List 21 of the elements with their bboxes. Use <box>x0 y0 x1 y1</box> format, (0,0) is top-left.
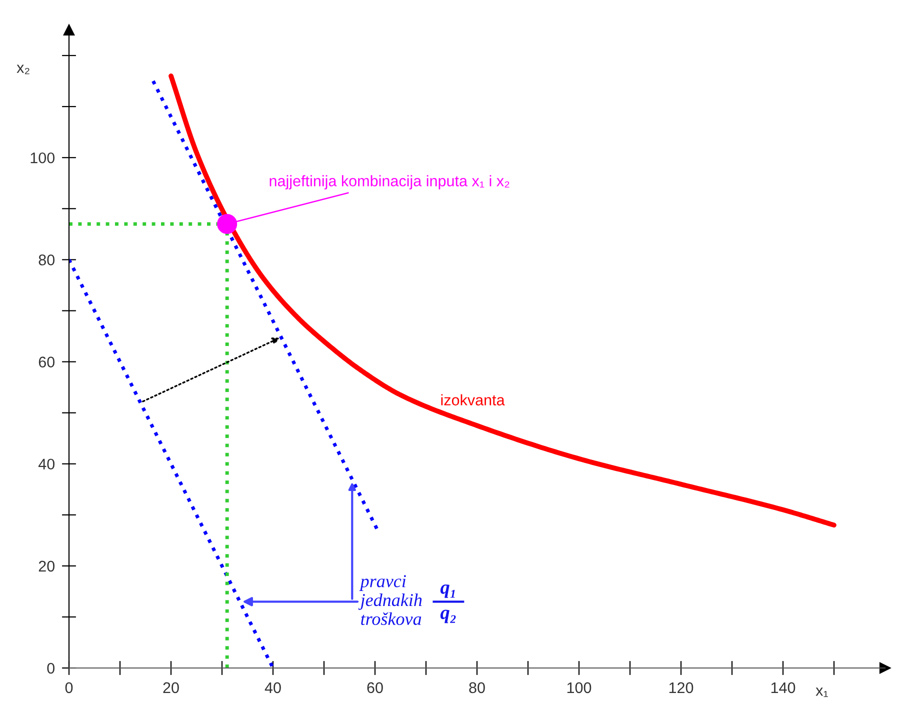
x-axis-title: x₁ <box>816 688 828 698</box>
y-tick-label: 0 <box>47 662 55 674</box>
x-tick-label: 20 <box>163 682 179 694</box>
y-tick-label: 100 <box>30 152 55 164</box>
annotation: pravci jednakih troškova <box>358 575 422 626</box>
x-tick-label: 0 <box>65 682 73 694</box>
x-tick-label: 120 <box>669 682 694 694</box>
annotation: q₂ <box>440 610 456 624</box>
x-tick-label: 140 <box>771 682 796 694</box>
x-tick-label: 100 <box>567 682 592 694</box>
y-tick-label: 20 <box>38 560 55 572</box>
x-tick-label: 80 <box>469 682 485 694</box>
y-tick-label: 60 <box>38 356 55 368</box>
series-label: izokvanta <box>441 394 505 406</box>
y-tick-label: 40 <box>38 458 55 470</box>
annotation: q₁ <box>440 584 455 598</box>
x-tick-label: 40 <box>264 682 281 694</box>
y-tick-label: 80 <box>38 254 55 266</box>
y-axis-title: x₂ <box>16 64 30 74</box>
x-tick-label: 60 <box>367 682 383 694</box>
annotation: najjeftinija kombinacija inputa x₁ i x₂ <box>270 175 510 190</box>
